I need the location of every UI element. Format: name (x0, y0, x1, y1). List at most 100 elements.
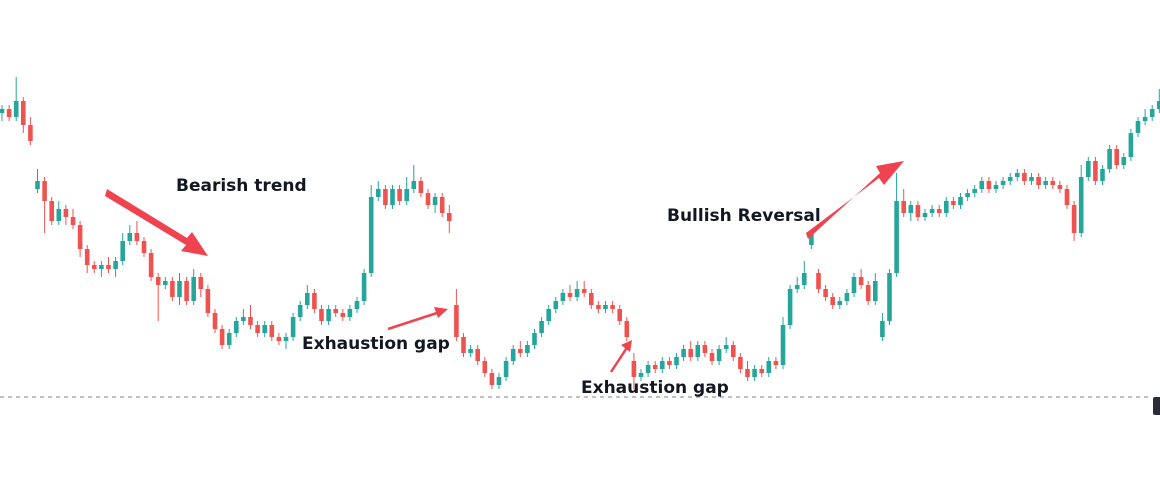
candle (702, 341, 708, 357)
candle (773, 357, 779, 369)
candle-body (461, 337, 466, 353)
candle-body (929, 209, 935, 213)
candle-body (901, 201, 906, 213)
candle (383, 185, 388, 209)
candle-body (993, 185, 999, 189)
candle (766, 357, 772, 377)
candle-body (141, 241, 147, 253)
candle (560, 289, 566, 305)
candle-body (944, 201, 949, 213)
candle (219, 325, 225, 349)
exhaustion-gap-label-2: Exhaustion gap (581, 378, 729, 398)
candle (1071, 201, 1077, 241)
candle (936, 205, 942, 217)
candle (780, 317, 786, 369)
candle-body (738, 357, 743, 369)
candle-body (205, 289, 211, 313)
candle (205, 285, 211, 317)
candle-body (660, 361, 665, 369)
candle (447, 205, 452, 233)
candle-body (894, 201, 899, 273)
candle (163, 277, 168, 289)
candle (695, 341, 701, 361)
candle-body (35, 181, 40, 189)
candle-body (681, 349, 686, 357)
candle (731, 341, 736, 361)
candle (1043, 177, 1048, 189)
candle (77, 221, 83, 257)
candle (397, 185, 402, 205)
candle-body (780, 325, 786, 365)
price-scale-tag (1153, 397, 1160, 415)
candle-body (99, 265, 104, 269)
candle (986, 177, 992, 193)
candle-body (127, 233, 133, 241)
candle-body (638, 373, 644, 377)
candle (631, 353, 637, 389)
candle-body (908, 205, 914, 213)
candle-body (610, 305, 615, 309)
bearish-trend-arrow (105, 189, 208, 256)
candle-body (155, 277, 161, 285)
bullish-reversal-arrow (806, 161, 904, 239)
candle-body (439, 197, 445, 213)
candle (21, 97, 26, 133)
candle (738, 353, 743, 373)
exhaustion-gap-arrow-1-head (434, 307, 448, 318)
candle (347, 305, 353, 321)
candle-body (1050, 181, 1056, 185)
candle-body (212, 313, 218, 329)
candle-body (979, 181, 985, 189)
candle (241, 309, 246, 325)
candle (652, 361, 658, 373)
candle (496, 373, 502, 389)
candle (269, 321, 275, 341)
candle (1064, 185, 1070, 209)
candle-body (92, 265, 97, 269)
candle (887, 269, 892, 325)
candle (546, 305, 551, 325)
candle-body (731, 345, 736, 357)
candle-body (496, 377, 502, 385)
candle-body (219, 329, 225, 345)
candle (958, 193, 963, 209)
candle (262, 321, 267, 337)
candle-body (518, 349, 523, 353)
candle-body (617, 309, 622, 321)
candle (993, 181, 999, 193)
candle (212, 309, 218, 333)
candle (255, 321, 260, 337)
candle-body (340, 313, 346, 317)
candle (553, 297, 559, 313)
candle (816, 269, 821, 293)
candle-body (844, 293, 850, 301)
candle-body (837, 301, 843, 305)
candle-body (510, 349, 516, 361)
candle-body (177, 281, 182, 297)
candle (141, 237, 147, 257)
candle (929, 205, 935, 217)
candle-body (525, 345, 530, 353)
candle-body (198, 277, 204, 289)
candle (596, 301, 601, 313)
candle (1036, 173, 1041, 189)
candle-body (972, 189, 977, 193)
candle (674, 353, 679, 369)
candle (418, 177, 424, 197)
candle-body (546, 309, 551, 321)
candle (660, 357, 665, 373)
candle (120, 233, 125, 265)
candle (0, 105, 5, 121)
candle-body (42, 181, 47, 201)
candle-body (1071, 205, 1077, 233)
candle (368, 185, 374, 277)
candle-body (255, 325, 260, 333)
candle (794, 277, 800, 293)
candle-body (404, 189, 409, 201)
candle-body (1121, 157, 1127, 165)
candle (468, 345, 473, 357)
candle (127, 225, 133, 245)
candle (1022, 169, 1027, 185)
candle-body (539, 321, 544, 333)
candle-body (865, 285, 871, 301)
